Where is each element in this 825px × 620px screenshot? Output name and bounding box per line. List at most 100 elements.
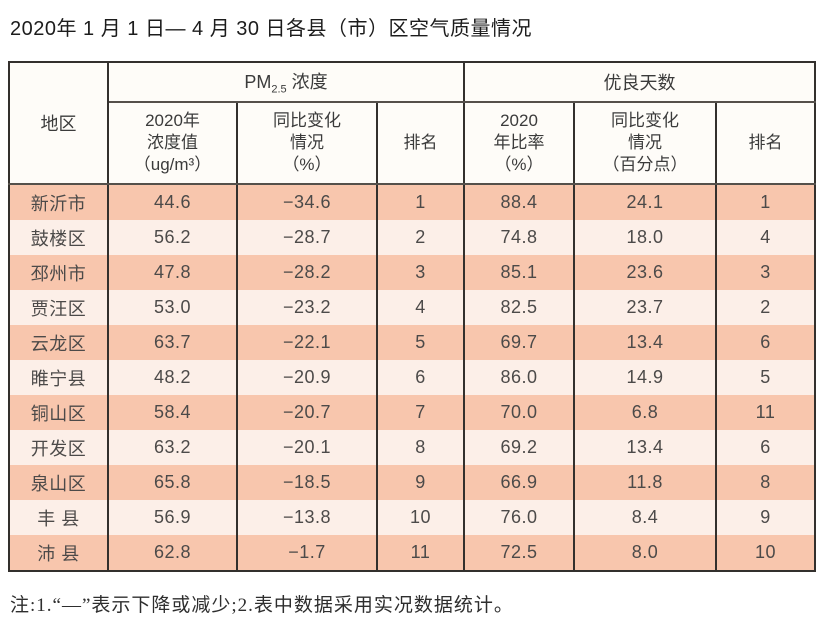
- air-quality-table: 地区 PM2.5 浓度 优良天数 2020年 浓度值 （ug/m³） 同比变化 …: [8, 61, 817, 572]
- cell-pm-change: −13.8: [236, 500, 378, 535]
- header-sub-row: 2020年 浓度值 （ug/m³） 同比变化 情况 （%） 排名 2020 年比…: [9, 102, 817, 185]
- cell-pm-value: 47.8: [107, 255, 238, 290]
- cell-pm-rank: 7: [376, 395, 465, 430]
- cell-days-rank: 6: [714, 325, 817, 360]
- cell-days-rank: 6: [714, 430, 817, 465]
- table-row: 睢宁县 48.2 −20.9 6 86.0 14.9 5: [8, 360, 817, 395]
- table-row: 鼓楼区 56.2 −28.7 2 74.8 18.0 4: [8, 220, 817, 255]
- cell-pm-value: 48.2: [107, 360, 238, 395]
- cell-pm-rank: 9: [376, 465, 465, 500]
- cell-pm-change: −34.6: [236, 184, 378, 220]
- cell-days-change: 11.8: [573, 465, 717, 500]
- table-row: 贾汪区 53.0 −23.2 4 82.5 23.7 2: [8, 290, 817, 325]
- header-pm-rank: 排名: [376, 102, 465, 185]
- table-row: 铜山区 58.4 −20.7 7 70.0 6.8 11: [8, 395, 817, 430]
- cell-days-rank: 2: [714, 290, 817, 325]
- cell-days-rate: 86.0: [463, 360, 575, 395]
- table-row: 沛 县 62.8 −1.7 11 72.5 8.0 10: [8, 535, 817, 571]
- cell-days-rank: 5: [714, 360, 817, 395]
- cell-region: 鼓楼区: [8, 220, 109, 255]
- cell-days-change: 13.4: [573, 430, 717, 465]
- table-row: 云龙区 63.7 −22.1 5 69.7 13.4 6: [8, 325, 817, 360]
- header-pm-change: 同比变化 情况 （%）: [236, 102, 378, 185]
- cell-region: 云龙区: [8, 325, 109, 360]
- cell-days-change: 14.9: [573, 360, 717, 395]
- cell-days-rate: 69.2: [463, 430, 575, 465]
- cell-days-rank: 3: [714, 255, 817, 290]
- cell-region: 开发区: [8, 430, 109, 465]
- cell-days-rate: 88.4: [463, 184, 575, 220]
- cell-days-rate: 69.7: [463, 325, 575, 360]
- header-pm-value: 2020年 浓度值 （ug/m³）: [107, 102, 238, 185]
- cell-days-rate: 66.9: [463, 465, 575, 500]
- cell-region: 沛 县: [8, 535, 109, 571]
- cell-days-change: 23.7: [573, 290, 717, 325]
- cell-days-rate: 70.0: [463, 395, 575, 430]
- cell-pm-value: 65.8: [107, 465, 238, 500]
- cell-pm-value: 63.7: [107, 325, 238, 360]
- header-days-rate: 2020 年比率 （%）: [463, 102, 575, 185]
- pm25-label-suffix: 浓度: [286, 72, 328, 93]
- cell-pm-value: 58.4: [107, 395, 238, 430]
- cell-days-rank: 10: [714, 535, 817, 571]
- header-days-change: 同比变化 情况 （百分点）: [573, 102, 717, 185]
- cell-pm-rank: 10: [376, 500, 465, 535]
- cell-pm-change: −28.7: [236, 220, 378, 255]
- cell-pm-rank: 8: [376, 430, 465, 465]
- cell-region: 丰 县: [8, 500, 109, 535]
- header-days-rank: 排名: [714, 102, 817, 185]
- cell-pm-change: −20.9: [236, 360, 378, 395]
- cell-pm-rank: 2: [376, 220, 465, 255]
- table-row: 丰 县 56.9 −13.8 10 76.0 8.4 9: [8, 500, 817, 535]
- cell-days-change: 23.6: [573, 255, 717, 290]
- cell-days-rate: 76.0: [463, 500, 575, 535]
- cell-days-rank: 8: [714, 465, 817, 500]
- cell-pm-value: 44.6: [107, 184, 238, 220]
- cell-pm-rank: 3: [376, 255, 465, 290]
- cell-pm-change: −20.1: [236, 430, 378, 465]
- cell-pm-rank: 5: [376, 325, 465, 360]
- cell-days-change: 13.4: [573, 325, 717, 360]
- cell-days-change: 24.1: [573, 184, 717, 220]
- cell-pm-value: 62.8: [107, 535, 238, 571]
- cell-pm-rank: 1: [376, 184, 465, 220]
- cell-pm-rank: 6: [376, 360, 465, 395]
- table-row: 开发区 63.2 −20.1 8 69.2 13.4 6: [8, 430, 817, 465]
- cell-days-rank: 4: [714, 220, 817, 255]
- header-region: 地区: [8, 62, 109, 185]
- cell-region: 铜山区: [8, 395, 109, 430]
- table-row: 新沂市 44.6 −34.6 1 88.4 24.1 1: [8, 184, 817, 220]
- cell-days-rate: 72.5: [463, 535, 575, 571]
- cell-days-change: 18.0: [573, 220, 717, 255]
- header-group-good-days: 优良天数: [462, 62, 817, 103]
- table-body: 新沂市 44.6 −34.6 1 88.4 24.1 1 鼓楼区 56.2 −28.7 2 74.8 1…: [8, 184, 817, 571]
- cell-days-rank: 11: [714, 395, 817, 430]
- table-header: 地区 PM2.5 浓度 优良天数 2020年 浓度值 （ug/m³） 同比变化 …: [8, 62, 817, 185]
- cell-pm-change: −22.1: [236, 325, 378, 360]
- cell-pm-change: −23.2: [236, 290, 378, 325]
- cell-region: 睢宁县: [8, 360, 109, 395]
- cell-pm-rank: 11: [376, 535, 465, 571]
- cell-pm-value: 63.2: [107, 430, 238, 465]
- cell-days-change: 6.8: [573, 395, 717, 430]
- cell-days-rate: 85.1: [463, 255, 575, 290]
- page-title: 2020年 1 月 1 日— 4 月 30 日各县（市）区空气质量情况: [10, 18, 533, 40]
- cell-pm-change: −18.5: [236, 465, 378, 500]
- cell-region: 泉山区: [8, 465, 109, 500]
- cell-pm-value: 56.2: [107, 220, 238, 255]
- cell-days-change: 8.0: [573, 535, 717, 571]
- pm25-subscript: 2.5: [271, 83, 287, 96]
- cell-pm-change: −28.2: [236, 255, 378, 290]
- header-group-row: 地区 PM2.5 浓度 优良天数: [8, 62, 817, 185]
- cell-region: 邳州市: [8, 255, 109, 290]
- cell-days-rank: 1: [714, 184, 817, 220]
- cell-days-rate: 74.8: [463, 220, 575, 255]
- cell-pm-value: 53.0: [107, 290, 238, 325]
- pm25-label-prefix: PM: [244, 72, 272, 93]
- table-row: 泉山区 65.8 −18.5 9 66.9 11.8 8: [8, 465, 817, 500]
- cell-pm-change: −1.7: [236, 535, 378, 571]
- header-group-pm25: PM2.5 浓度: [107, 62, 465, 103]
- cell-days-rate: 82.5: [463, 290, 575, 325]
- cell-pm-change: −20.7: [236, 395, 378, 430]
